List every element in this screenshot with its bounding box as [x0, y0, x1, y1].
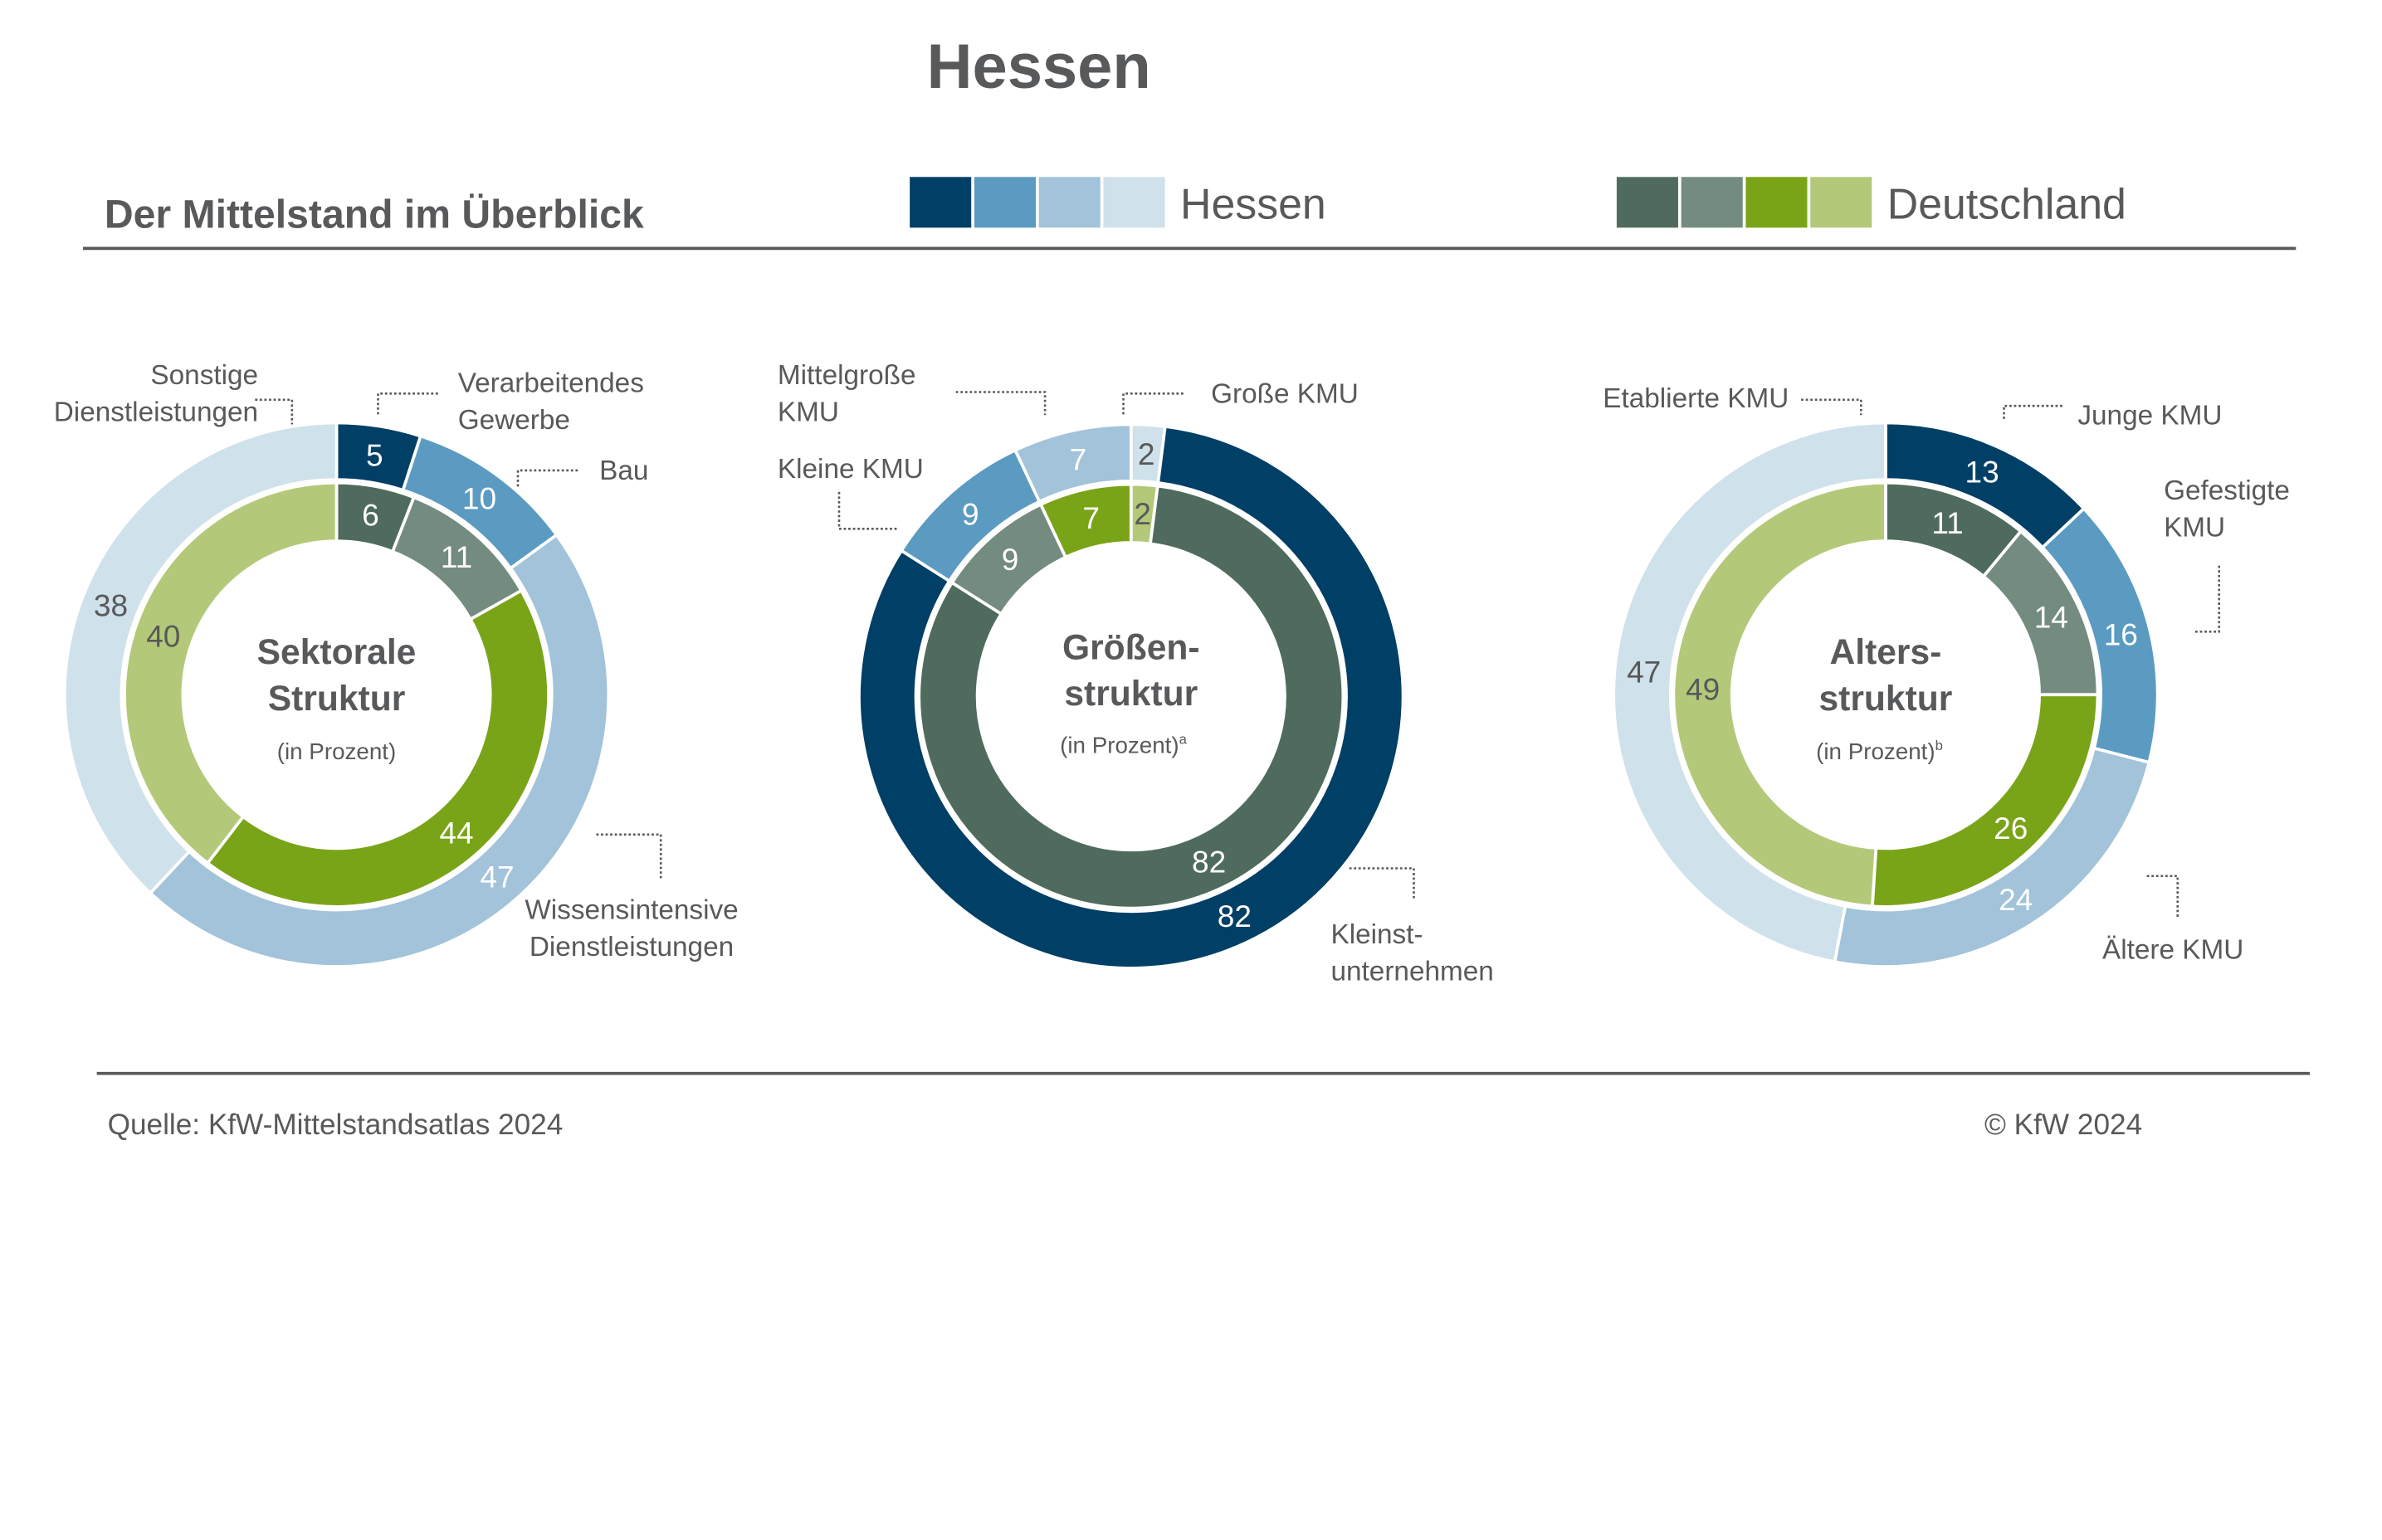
callout-junge: Junge KMU [2077, 400, 2222, 431]
inner-value-label-3: 7 [1082, 500, 1100, 535]
center-unit-sup: b [1935, 738, 1943, 753]
center-unit-text: (in Prozent) [1060, 733, 1179, 758]
donut-altersstruktur: 13 16 24 47 11 14 26 49 Alters- struktur (in Pr… [1603, 383, 2290, 968]
page-title: Hessen [927, 32, 1151, 102]
callout-sonstige-line-2: Dienstleistungen [54, 397, 258, 428]
leader-grosse [1122, 392, 1184, 416]
center-unit-text: (in Prozent) [1816, 738, 1935, 764]
center-title-line-1: Alters- [1829, 632, 1941, 672]
outer-value-label-2: 9 [962, 497, 979, 532]
source-note: Quelle: KfW-Mittelstandsatlas 2024 [108, 1109, 564, 1141]
center-title-line-2: struktur [1064, 674, 1198, 714]
outer-value-label-0: 2 [1138, 436, 1155, 471]
legend-hessen-swatch-2 [974, 177, 1036, 228]
inner-slice-3 [123, 480, 339, 865]
outer-value-label-1: 16 [2104, 616, 2138, 651]
outer-value-label-2: 24 [1999, 882, 2033, 917]
inner-slice-3 [1038, 482, 1133, 560]
inner-value-label-1: 14 [2034, 599, 2068, 634]
inner-value-label-1: 11 [441, 539, 472, 574]
center-unit: (in Prozent)a [1060, 732, 1188, 758]
inner-value-label-2: 26 [1994, 811, 2028, 846]
callout-etablierte: Etablierte KMU [1603, 383, 1789, 414]
legend-hessen: Hessen [910, 177, 1326, 228]
legend-deutschland-swatch-3 [1745, 177, 1808, 228]
center-title-line-1: Größen- [1062, 628, 1200, 668]
outer-slice-3 [62, 421, 339, 895]
leader-aeltere [2146, 875, 2179, 919]
center-title-line-2: Struktur [268, 679, 406, 719]
outer-value-label-1: 10 [462, 481, 496, 516]
outer-slice-3 [1612, 421, 1887, 964]
legend-hessen-label: Hessen [1180, 179, 1326, 227]
inner-value-label-2: 44 [439, 816, 473, 850]
outer-value-label-0: 5 [366, 437, 383, 472]
inner-value-label-3: 49 [1686, 671, 1720, 706]
inner-slice-1 [917, 484, 1345, 910]
inner-slice-2 [1870, 693, 2100, 909]
legend-deutschland: Deutschland [1616, 177, 2126, 228]
leader-junge [2003, 404, 2062, 420]
center-unit: (in Prozent)b [1816, 738, 1943, 764]
leader-mittelgrosse [955, 391, 1047, 416]
center-title-line-2: struktur [1818, 679, 1952, 719]
legend-hessen-swatch-1 [910, 177, 972, 228]
inner-value-label-0: 2 [1134, 496, 1151, 531]
donut-sektorale-struktur: 5 10 47 38 6 11 44 40 Sektorale Struktur (in Pr… [54, 360, 739, 968]
outer-slice-2 [148, 533, 611, 968]
callout-mittelgrosse-line-1: Mittelgroße [778, 360, 916, 391]
callout-kleine: Kleine KMU [778, 454, 924, 485]
callout-kleinst-line-2: unternehmen [1330, 957, 1493, 987]
callout-gefestigte-line-1: Gefestigte [2164, 475, 2290, 506]
callout-grosse: Große KMU [1211, 378, 1359, 409]
legend-deutschland-label: Deutschland [1887, 179, 2126, 227]
callout-mittelgrosse-line-2: KMU [778, 397, 839, 428]
inner-value-label-3: 40 [146, 619, 180, 654]
legend-deutschland-swatch-1 [1616, 177, 1678, 228]
center-title-line-1: Sektorale [257, 632, 417, 672]
inner-slice-3 [1672, 480, 1887, 909]
legend-hessen-swatch-4 [1103, 177, 1165, 228]
callout-gefestigte-line-2: KMU [2164, 513, 2225, 543]
inner-value-label-0: 6 [362, 498, 379, 533]
outer-slice-1 [857, 424, 1405, 970]
outer-value-label-0: 13 [1965, 455, 1999, 490]
callout-verarbeitendes-line-1: Verarbeitendes [458, 368, 644, 399]
callout-wissensintensive-line-1: Wissensintensive [525, 895, 738, 926]
outer-value-label-1: 82 [1218, 899, 1252, 933]
leader-gefestigte [2194, 565, 2221, 633]
inner-slice-2 [205, 588, 550, 909]
legend-hessen-swatch-3 [1038, 177, 1101, 228]
callout-aeltere: Ältere KMU [2102, 935, 2243, 966]
outer-value-label-3: 47 [1627, 655, 1661, 690]
leader-bau [516, 469, 578, 490]
legend-deutschland-swatch-2 [1681, 177, 1743, 228]
callout-sonstige-line-1: Sonstige [150, 360, 258, 391]
callout-kleinst-line-1: Kleinst- [1330, 919, 1423, 950]
leader-wissensintensive [596, 833, 662, 880]
inner-value-label-1: 82 [1192, 844, 1226, 879]
subtitle: Der Mittelstand im Überblick [105, 192, 644, 236]
leader-kleinst [1349, 867, 1415, 901]
outer-slice-3 [1013, 422, 1133, 504]
center-unit: (in Prozent) [277, 738, 397, 764]
leader-etablierte [1801, 398, 1862, 416]
outer-value-label-3: 7 [1070, 442, 1087, 477]
inner-value-label-2: 9 [1002, 542, 1019, 577]
callout-verarbeitendes-line-2: Gewerbe [458, 405, 570, 436]
inner-value-label-0: 11 [1931, 505, 1963, 540]
center-unit-sup: a [1179, 732, 1188, 748]
leader-sonstige [255, 398, 294, 425]
outer-value-label-3: 38 [94, 588, 128, 623]
leader-verarbeitendes [377, 392, 438, 416]
outer-value-label-2: 47 [480, 860, 514, 894]
copyright: © KfW 2024 [1984, 1109, 2142, 1141]
callout-wissensintensive-line-2: Dienstleistungen [530, 932, 734, 962]
leader-kleine [837, 491, 898, 530]
legend-deutschland-swatch-4 [1810, 177, 1872, 228]
callout-bau: Bau [599, 456, 648, 486]
